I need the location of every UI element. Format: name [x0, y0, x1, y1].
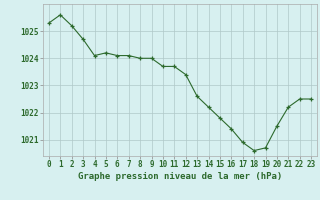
X-axis label: Graphe pression niveau de la mer (hPa): Graphe pression niveau de la mer (hPa) — [78, 172, 282, 181]
